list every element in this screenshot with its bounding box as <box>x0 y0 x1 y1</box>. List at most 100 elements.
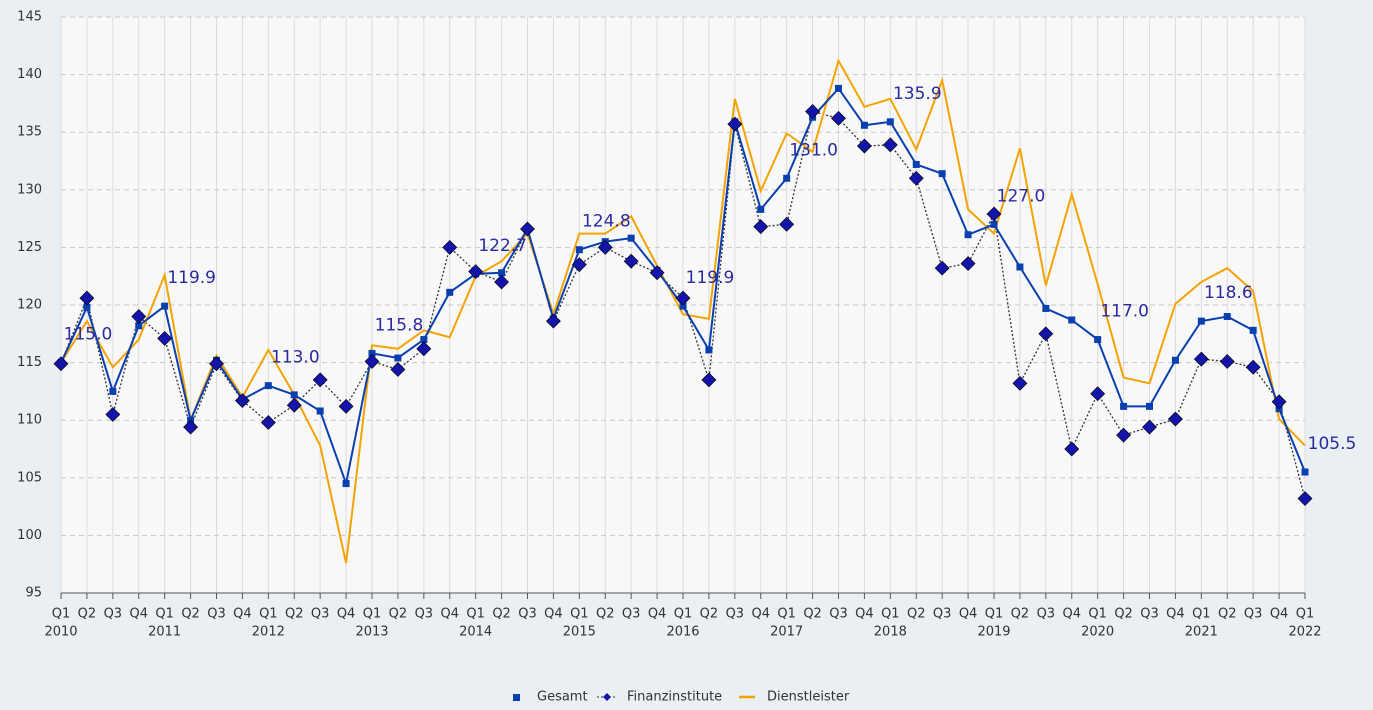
data-label: 135.9 <box>893 84 942 104</box>
data-label: 105.5 <box>1308 434 1357 454</box>
y-tick-label: 135 <box>17 125 42 140</box>
data-label: 119.9 <box>167 268 216 288</box>
x-tick-label: Q2 <box>78 607 97 622</box>
x-group-label: 2017 <box>770 625 803 640</box>
point-marker <box>1064 441 1080 457</box>
point-marker <box>705 346 713 354</box>
x-tick-label: Q1 <box>466 607 485 622</box>
data-label: 131.0 <box>789 140 838 160</box>
point-marker <box>394 354 402 362</box>
x-tick-label: Q1 <box>674 607 693 622</box>
point-marker <box>157 330 173 346</box>
x-tick-label: Q3 <box>207 607 226 622</box>
point-marker <box>135 322 143 330</box>
point-marker <box>1094 336 1102 344</box>
x-tick-label: Q2 <box>389 607 408 622</box>
x-tick-label: Q4 <box>129 607 148 622</box>
point-marker <box>757 205 765 213</box>
point-marker <box>1249 326 1257 334</box>
data-label: 118.6 <box>1204 283 1253 303</box>
x-tick-label: Q1 <box>259 607 278 622</box>
point-marker <box>1301 468 1309 476</box>
point-marker <box>575 246 583 254</box>
x-tick-label: Q3 <box>622 607 641 622</box>
point-marker <box>860 121 868 129</box>
x-group-label: 2018 <box>874 625 907 640</box>
point-marker <box>571 257 587 273</box>
point-marker <box>727 116 743 132</box>
x-group-label: 2011 <box>148 625 181 640</box>
x-group-label: 2019 <box>977 625 1010 640</box>
point-marker <box>805 104 821 119</box>
legend-label: Dienstleister <box>767 690 850 705</box>
point-marker <box>960 256 976 271</box>
data-label: 119.9 <box>686 268 735 288</box>
x-tick-label: Q1 <box>1296 607 1315 622</box>
point-marker <box>416 341 432 357</box>
point-marker <box>498 269 506 277</box>
point-marker <box>934 260 950 276</box>
point-marker <box>831 110 846 126</box>
data-label: 113.0 <box>271 348 320 368</box>
x-tick-label: Q3 <box>1244 607 1263 622</box>
point-marker <box>264 382 272 390</box>
x-group-label: 2015 <box>563 625 596 640</box>
point-marker <box>1142 419 1157 435</box>
point-marker <box>779 216 795 232</box>
point-marker <box>1116 427 1132 443</box>
x-tick-label: Q2 <box>700 607 719 622</box>
point-marker <box>338 398 354 414</box>
x-tick-label: Q2 <box>285 607 304 622</box>
point-marker <box>990 220 998 228</box>
y-tick-label: 95 <box>25 586 42 601</box>
point-marker <box>938 170 946 178</box>
point-marker <box>53 356 69 372</box>
x-group-label: 2010 <box>44 625 77 640</box>
x-group-label: 2020 <box>1081 625 1114 640</box>
series-line <box>60 58 1306 564</box>
point-marker <box>1197 317 1205 325</box>
point-marker <box>286 397 302 413</box>
data-label: 117.0 <box>1100 302 1149 322</box>
point-marker <box>886 118 894 126</box>
legend-label: Finanzinstitute <box>627 690 722 705</box>
x-tick-label: Q4 <box>1270 607 1289 622</box>
point-marker <box>1167 411 1183 427</box>
y-tick-label: 115 <box>17 355 42 370</box>
x-tick-label: Q1 <box>1192 607 1211 622</box>
point-marker <box>105 407 121 422</box>
y-tick-label: 110 <box>17 413 42 428</box>
x-tick-label: Q2 <box>907 607 926 622</box>
point-marker <box>964 231 972 239</box>
point-marker <box>1171 356 1179 364</box>
data-label: 127.0 <box>997 186 1046 206</box>
point-marker <box>312 372 328 388</box>
legend-label: Gesamt <box>537 690 588 705</box>
point-marker <box>1245 359 1261 375</box>
point-marker <box>912 160 920 168</box>
point-marker <box>1016 263 1024 271</box>
point-marker <box>908 170 924 186</box>
x-tick-label: Q1 <box>777 607 796 622</box>
point-marker <box>420 336 428 344</box>
x-tick-label: Q2 <box>803 607 822 622</box>
point-marker <box>1038 326 1054 342</box>
x-tick-label: Q3 <box>1140 607 1159 622</box>
x-tick-label: Q4 <box>337 607 356 622</box>
y-tick-label: 120 <box>17 298 42 313</box>
x-tick-label: Q1 <box>52 607 71 622</box>
legend-marker <box>513 694 520 701</box>
x-tick-label: Q4 <box>1166 607 1185 622</box>
point-marker <box>1042 304 1050 312</box>
point-marker <box>109 387 117 395</box>
point-marker <box>1120 402 1128 410</box>
point-marker <box>209 356 224 372</box>
legend-marker <box>603 693 611 701</box>
x-tick-label: Q2 <box>1114 607 1133 622</box>
y-tick-label: 125 <box>17 240 42 255</box>
point-marker <box>701 372 717 388</box>
x-group-label: 2014 <box>459 625 492 640</box>
y-tick-label: 130 <box>17 182 42 197</box>
x-tick-label: Q3 <box>311 607 330 622</box>
